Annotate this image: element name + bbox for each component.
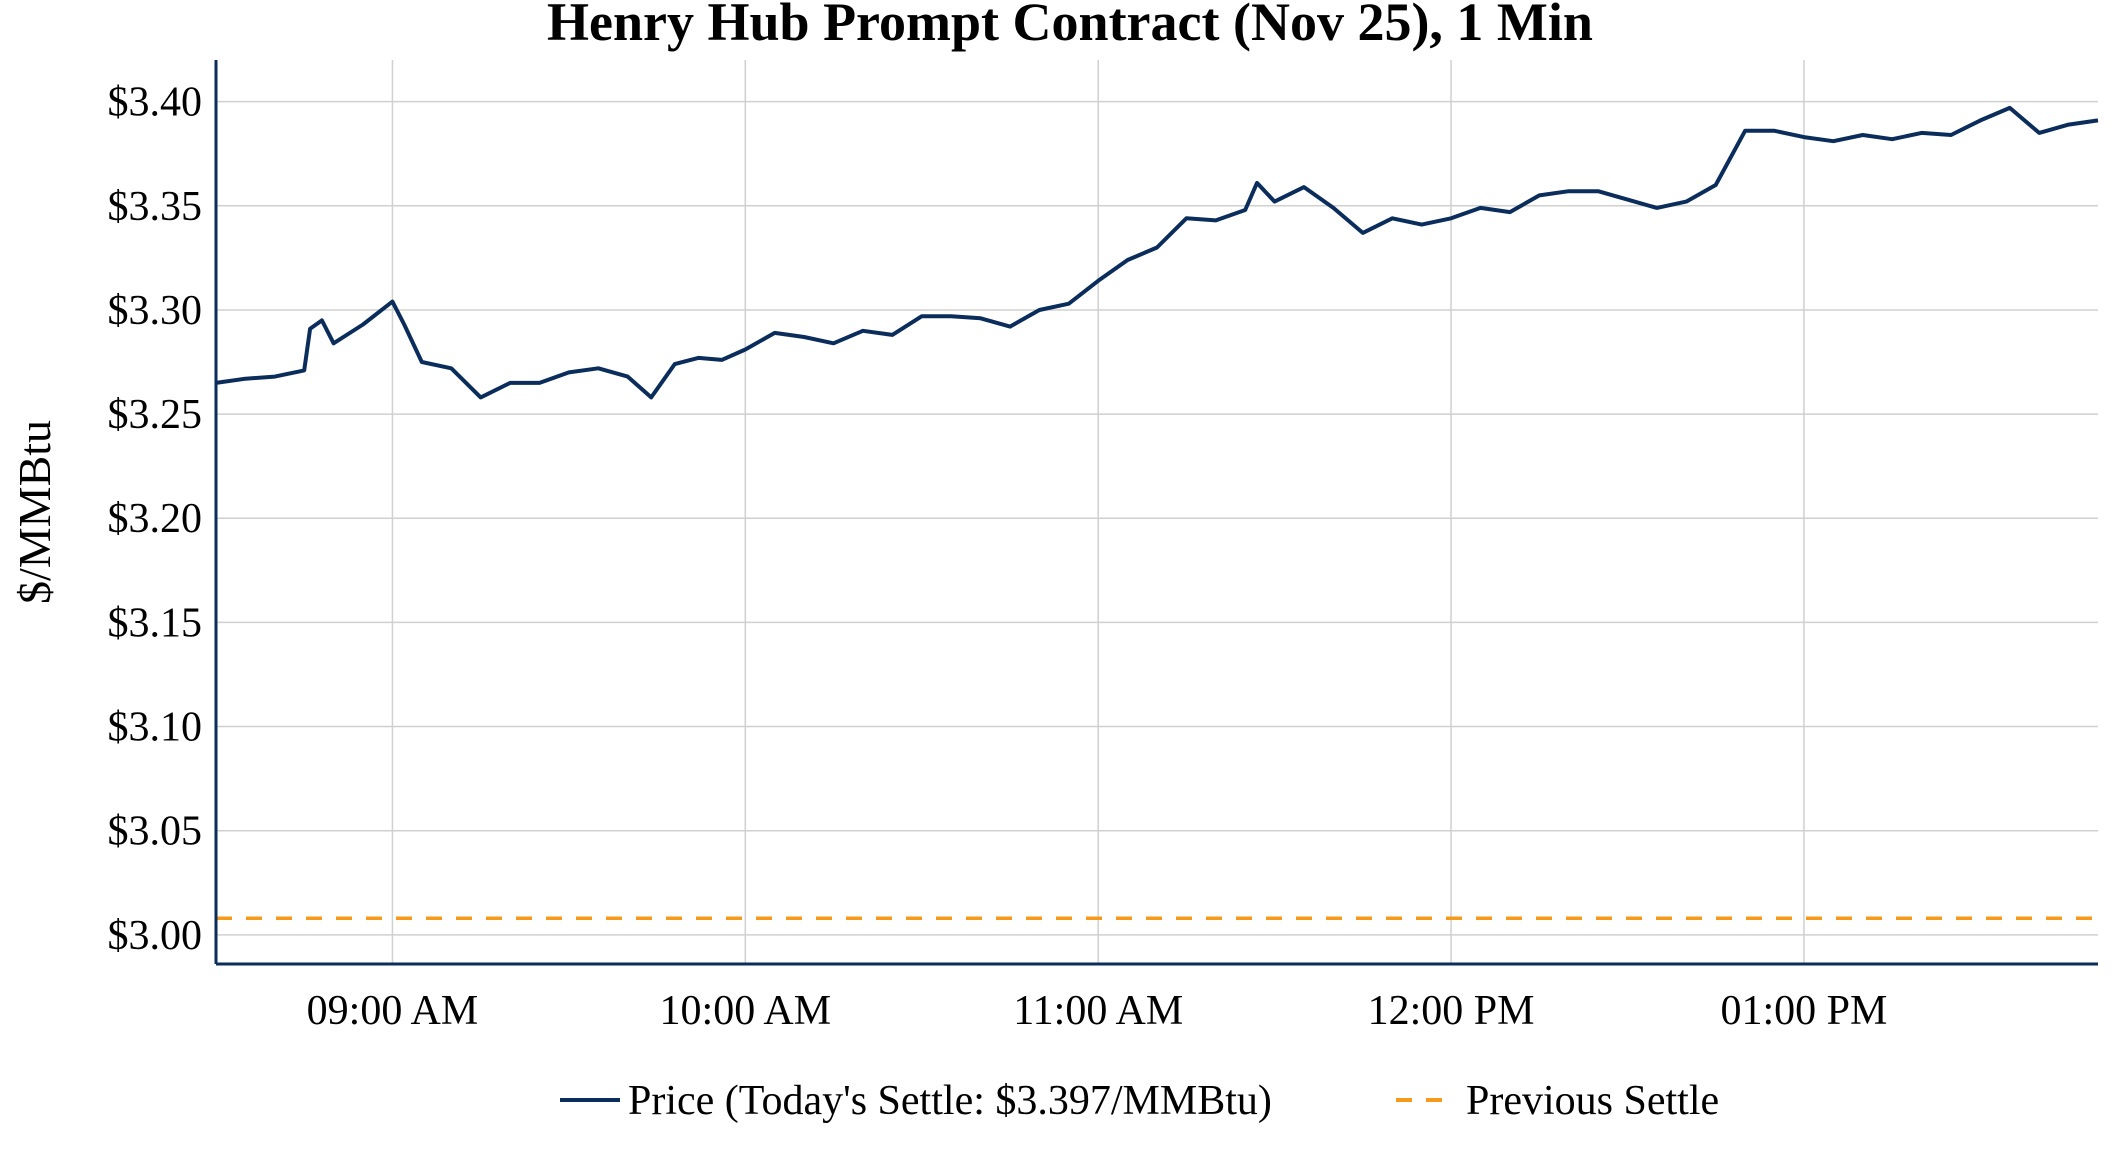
series-layer (215, 105, 2099, 920)
series-line-price (215, 105, 2099, 400)
legend-label-previous-settle: Previous Settle (1466, 1078, 1719, 1124)
grid (216, 60, 2098, 964)
y-tick-label: $3.40 (108, 80, 203, 126)
legend: Price (Today's Settle: $3.397/MMBtu) Pre… (560, 1078, 1719, 1124)
y-tick-label: $3.15 (108, 600, 203, 646)
y-axis-label: $/MMBtu (9, 420, 60, 604)
legend-label-price: Price (Today's Settle: $3.397/MMBtu) (628, 1078, 1272, 1124)
x-tick-label: 09:00 AM (307, 988, 479, 1034)
chart-title: Henry Hub Prompt Contract (Nov 25), 1 Mi… (547, 0, 1593, 52)
y-tick-label: $3.30 (108, 288, 203, 334)
x-tick-labels: 09:00 AM 10:00 AM 11:00 AM 12:00 PM 01:00 PM (307, 988, 1888, 1034)
y-tick-label: $3.35 (108, 184, 203, 230)
x-tick-label: 01:00 PM (1721, 988, 1888, 1034)
axes (214, 60, 2098, 966)
y-tick-label: $3.25 (108, 392, 203, 438)
x-tick-label: 11:00 AM (1013, 988, 1183, 1034)
y-tick-label: $3.20 (108, 496, 203, 542)
y-tick-label: $3.10 (108, 705, 203, 751)
y-tick-labels: $3.00 $3.05 $3.10 $3.15 $3.20 $3.25 $3.30 $3.35… (108, 80, 203, 959)
x-tick-label: 12:00 PM (1368, 988, 1535, 1034)
y-tick-label: $3.05 (108, 809, 203, 855)
y-tick-label: $3.00 (108, 913, 203, 959)
x-tick-label: 10:00 AM (660, 988, 832, 1034)
